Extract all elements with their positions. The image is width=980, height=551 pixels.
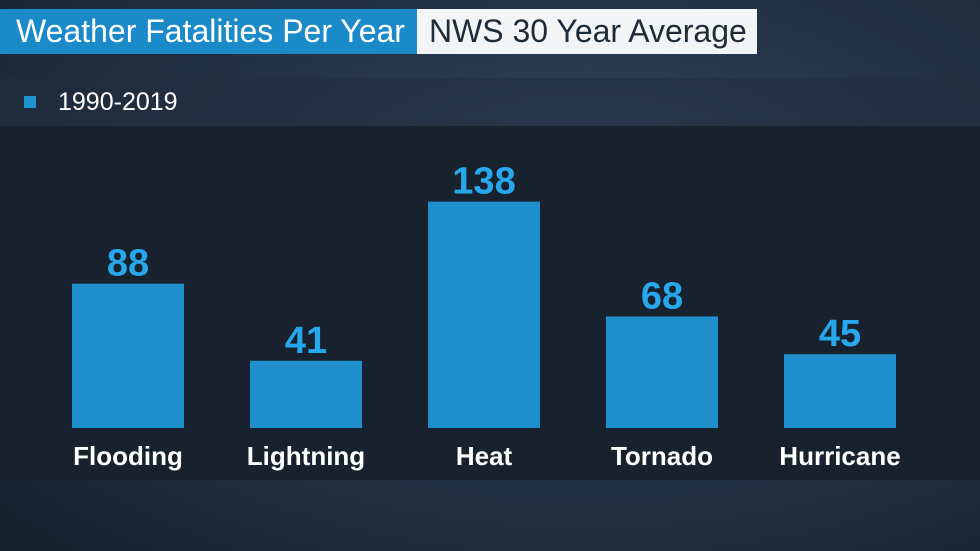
bar-heat (428, 201, 540, 428)
value-label-lightning: 41 (285, 320, 327, 362)
category-label-heat: Heat (456, 441, 513, 471)
chart-subtitle: NWS 30 Year Average (416, 9, 757, 54)
category-label-tornado: Tornado (611, 441, 713, 471)
value-label-heat: 138 (452, 161, 515, 203)
category-label-flooding: Flooding (73, 441, 183, 471)
value-label-hurricane: 45 (819, 313, 861, 355)
bar-flooding (72, 283, 184, 428)
legend: 1990-2019 (24, 86, 178, 118)
value-label-flooding: 88 (107, 243, 149, 285)
value-label-tornado: 68 (641, 275, 683, 317)
title-bar: Weather Fatalities Per Year NWS 30 Year … (0, 9, 757, 54)
legend-band (0, 78, 980, 126)
legend-label: 1990-2019 (58, 87, 178, 116)
legend-swatch (24, 96, 36, 108)
category-label-lightning: Lightning (247, 441, 365, 471)
bar-hurricane (784, 354, 896, 428)
bar-lightning (250, 360, 362, 428)
bar-tornado (606, 316, 718, 428)
category-label-hurricane: Hurricane (779, 441, 900, 471)
chart-title: Weather Fatalities Per Year (0, 9, 417, 54)
